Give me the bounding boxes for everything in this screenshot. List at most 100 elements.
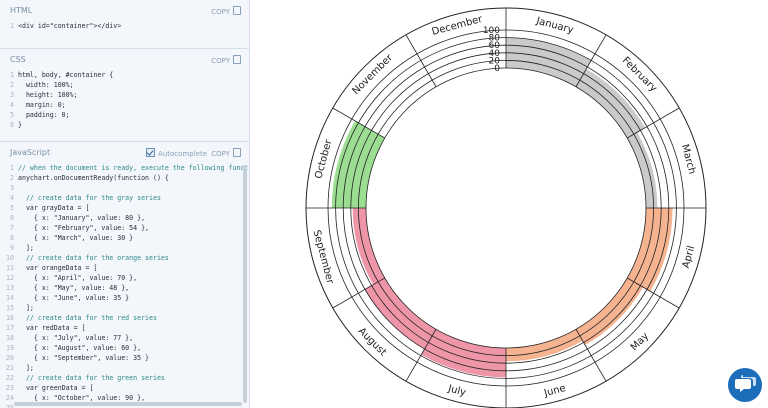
- category-label: June: [542, 383, 567, 400]
- code-text: var redData = [: [18, 324, 86, 332]
- series-sector: [331, 120, 385, 208]
- category-label: July: [446, 383, 467, 399]
- radial-gridline: [575, 329, 607, 382]
- radial-gridline: [332, 107, 385, 139]
- code-line: 4 margin: 0;: [0, 101, 66, 111]
- code-text: anychart.onDocumentReady(function () {: [18, 174, 169, 182]
- code-text: var greenData = [: [18, 384, 94, 392]
- line-number: 8: [10, 234, 14, 242]
- code-line: 14 { x: "June", value: 35 }: [0, 294, 129, 304]
- css-panel-title: CSS: [10, 55, 26, 64]
- html-copy-button[interactable]: COPY: [211, 6, 241, 16]
- vertical-scrollbar[interactable]: [243, 165, 247, 403]
- grid-circle: [327, 29, 685, 387]
- html-panel-title: HTML: [10, 6, 33, 15]
- copy-icon: [233, 148, 241, 157]
- code-line: 1 html, body, #container {: [0, 71, 113, 81]
- html-panel-header: HTML COPY: [0, 0, 249, 22]
- code-text: // create data for the gray series: [18, 194, 161, 202]
- radial-gridline: [575, 34, 607, 87]
- code-line: 3 height: 100%;: [0, 91, 78, 101]
- code-text: { x: "September", value: 35 }: [18, 354, 150, 362]
- code-line: 8 { x: "March", value: 30 }: [0, 234, 133, 244]
- category-label: March: [679, 143, 698, 175]
- line-number: 4: [10, 101, 14, 109]
- code-text: { x: "April", value: 70 },: [18, 274, 138, 282]
- radial-gridline: [627, 277, 680, 309]
- copy-icon: [233, 6, 241, 15]
- code-text: var orangeData = [: [18, 264, 98, 272]
- line-number: 4: [10, 194, 14, 202]
- code-text: }: [18, 121, 22, 129]
- code-line: 21 ];: [0, 364, 34, 374]
- code-line: 4 // create data for the gray series: [0, 194, 161, 204]
- category-label: August: [356, 326, 389, 359]
- code-text: { x: "October", value: 90 },: [18, 394, 146, 402]
- code-text: <div id="container"></div>: [18, 22, 122, 30]
- code-line: 15 ];: [0, 304, 34, 314]
- code-line: 12 { x: "April", value: 70 },: [0, 274, 137, 284]
- line-number: 16: [6, 314, 14, 322]
- line-number: 2: [10, 174, 14, 182]
- html-panel: HTML COPY 1 <div id="container"></div>: [0, 0, 249, 49]
- code-line: 6 { x: "January", value: 80 },: [0, 214, 145, 224]
- category-label: September: [310, 229, 335, 286]
- line-number: 11: [6, 264, 14, 272]
- line-number: 10: [6, 254, 14, 262]
- line-number: 21: [6, 364, 14, 372]
- code-line: 13 { x: "May", value: 48 },: [0, 284, 129, 294]
- line-number: 6: [10, 214, 14, 222]
- code-line: 9 ];: [0, 244, 34, 254]
- line-number: 1: [10, 164, 14, 172]
- code-text: var grayData = [: [18, 204, 90, 212]
- code-line: 2 width: 100%;: [0, 81, 74, 91]
- css-panel: CSS COPY 1 html, body, #container { 2 widt…: [0, 49, 249, 142]
- series-sector: [365, 278, 436, 349]
- code-text: html, body, #container {: [18, 71, 114, 79]
- code-line: 17 var redData = [: [0, 324, 86, 334]
- checkbox-icon[interactable]: [146, 148, 156, 157]
- line-number: 1: [10, 71, 14, 79]
- line-number: 12: [6, 274, 14, 282]
- autocomplete-toggle[interactable]: Autocomplete: [146, 148, 207, 158]
- code-line: 16 // create data for the red series: [0, 314, 157, 324]
- code-line: 6}: [0, 121, 22, 131]
- series-sector: [506, 37, 592, 87]
- radial-tick-label: 40: [489, 49, 501, 59]
- js-panel-title: JavaScript: [10, 148, 51, 157]
- code-text: // create data for the green series: [18, 374, 165, 382]
- series-sector: [627, 132, 658, 208]
- line-number: 1: [10, 22, 14, 30]
- radial-gridline: [627, 107, 680, 139]
- code-text: { x: "August", value: 60 },: [18, 344, 142, 352]
- code-line: 1 <div id="container"></div>: [0, 22, 121, 32]
- code-text: margin: 0;: [18, 101, 66, 109]
- series-sector: [506, 329, 583, 362]
- js-copy-button[interactable]: COPY: [211, 148, 241, 158]
- js-panel: JavaScript Autocomplete COPY 1 // when th…: [0, 142, 249, 408]
- code-text: width: 100%;: [18, 81, 74, 89]
- code-text: ];: [18, 364, 34, 372]
- line-number: 17: [6, 324, 14, 332]
- line-number: 18: [6, 334, 14, 342]
- code-text: { x: "February", value: 54 },: [18, 224, 150, 232]
- code-line: 18 { x: "July", value: 77 },: [0, 334, 133, 344]
- code-line: 22 // create data for the green series: [0, 374, 165, 384]
- line-number: 5: [10, 111, 14, 119]
- css-copy-button[interactable]: COPY: [211, 55, 241, 65]
- code-line: 5 var grayData = [: [0, 204, 89, 214]
- line-number: 23: [6, 384, 14, 392]
- horizontal-scrollbar[interactable]: [14, 402, 242, 406]
- line-number: 13: [6, 284, 14, 292]
- code-line: 3: [0, 184, 18, 194]
- code-text: { x: "July", value: 77 },: [18, 334, 134, 342]
- line-number: 22: [6, 374, 14, 382]
- line-number: 6: [10, 121, 14, 129]
- code-line: 2 anychart.onDocumentReady(function () {: [0, 174, 169, 184]
- chat-button[interactable]: [728, 368, 762, 402]
- code-text: ];: [18, 304, 34, 312]
- radial-gridline: [405, 34, 437, 87]
- code-line: 5 padding: 0;: [0, 111, 70, 121]
- code-text: // when the document is ready, execute t…: [18, 164, 250, 172]
